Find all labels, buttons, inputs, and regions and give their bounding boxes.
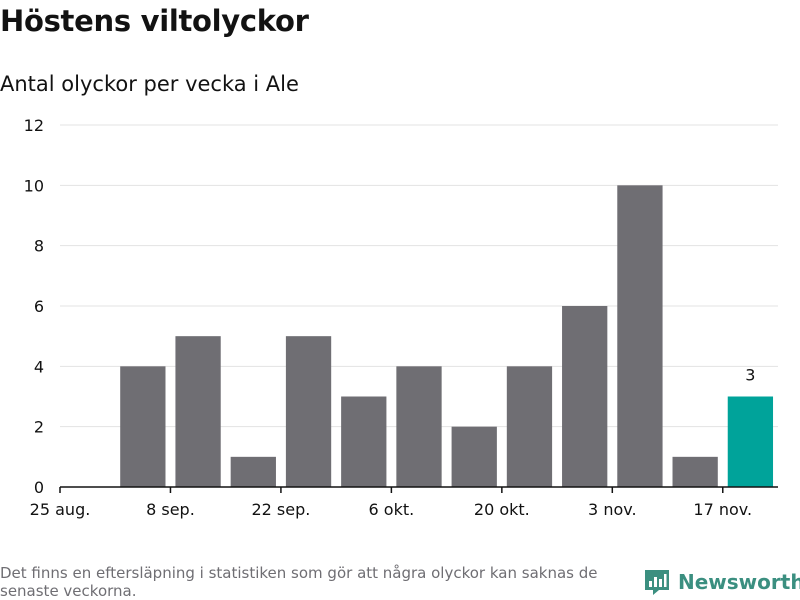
newsworthy-logo-text: Newsworthy bbox=[678, 570, 800, 594]
bar bbox=[285, 336, 332, 487]
bar-data-label: 3 bbox=[745, 366, 755, 385]
x-tick-label: 17 nov. bbox=[693, 500, 752, 519]
bar bbox=[120, 366, 166, 487]
bar bbox=[396, 366, 442, 487]
footnote: Det finns en eftersläpning i statistiken… bbox=[0, 564, 598, 600]
y-tick-label: 12 bbox=[24, 116, 44, 135]
x-tick-label: 25 aug. bbox=[30, 500, 91, 519]
bar bbox=[617, 185, 663, 488]
y-tick-label: 4 bbox=[34, 357, 44, 376]
newsworthy-logo-icon bbox=[645, 570, 669, 595]
bar bbox=[230, 456, 276, 487]
chart-title: Höstens viltolyckor bbox=[0, 4, 309, 38]
x-tick-label: 8 sep. bbox=[146, 500, 195, 519]
bar bbox=[341, 396, 387, 487]
y-tick-label: 10 bbox=[24, 176, 44, 195]
x-tick-label: 22 sep. bbox=[251, 500, 310, 519]
bar bbox=[175, 336, 221, 487]
bar bbox=[562, 306, 608, 487]
newsworthy-logo[interactable]: Newsworthy bbox=[644, 568, 800, 596]
bar bbox=[672, 456, 718, 487]
bar-highlight bbox=[727, 396, 774, 487]
bar bbox=[506, 366, 553, 487]
bar bbox=[451, 426, 497, 487]
y-tick-label: 6 bbox=[34, 297, 44, 316]
bar-chart: 0 2 4 6 8 10 12 3 25 aug. 8 sep. 22 sep. 6 okt. 20 o… bbox=[24, 116, 778, 519]
x-tick-label: 6 okt. bbox=[369, 500, 415, 519]
y-tick-label: 8 bbox=[34, 237, 44, 256]
y-tick-label: 2 bbox=[34, 418, 44, 437]
x-tick-label: 3 nov. bbox=[588, 500, 637, 519]
y-tick-label: 0 bbox=[34, 478, 44, 497]
chart-subtitle: Antal olyckor per vecka i Ale bbox=[0, 72, 299, 96]
x-tick-label: 20 okt. bbox=[474, 500, 530, 519]
